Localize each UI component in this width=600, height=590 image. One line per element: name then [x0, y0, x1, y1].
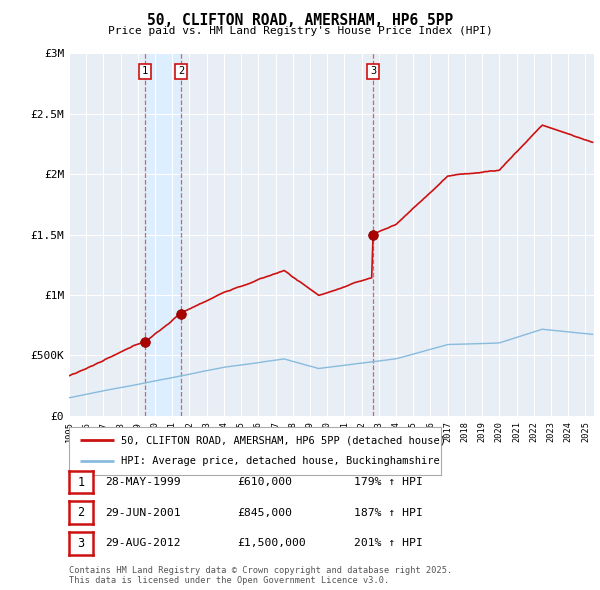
Text: 187% ↑ HPI: 187% ↑ HPI — [354, 508, 423, 517]
Text: 2: 2 — [178, 66, 184, 76]
Text: HPI: Average price, detached house, Buckinghamshire: HPI: Average price, detached house, Buck… — [121, 457, 440, 467]
Text: 3: 3 — [370, 66, 376, 76]
Text: £1,500,000: £1,500,000 — [237, 539, 306, 548]
Text: 201% ↑ HPI: 201% ↑ HPI — [354, 539, 423, 548]
Text: 179% ↑ HPI: 179% ↑ HPI — [354, 477, 423, 487]
Text: Price paid vs. HM Land Registry's House Price Index (HPI): Price paid vs. HM Land Registry's House … — [107, 26, 493, 36]
Text: 29-JUN-2001: 29-JUN-2001 — [105, 508, 181, 517]
Text: 1: 1 — [77, 476, 85, 489]
Bar — [145, 53, 181, 416]
Text: 29-AUG-2012: 29-AUG-2012 — [105, 539, 181, 548]
Text: 1: 1 — [142, 66, 148, 76]
Text: £845,000: £845,000 — [237, 508, 292, 517]
Text: Contains HM Land Registry data © Crown copyright and database right 2025.
This d: Contains HM Land Registry data © Crown c… — [69, 566, 452, 585]
Text: £610,000: £610,000 — [237, 477, 292, 487]
Text: 50, CLIFTON ROAD, AMERSHAM, HP6 5PP (detached house): 50, CLIFTON ROAD, AMERSHAM, HP6 5PP (det… — [121, 435, 446, 445]
Text: 3: 3 — [77, 537, 85, 550]
Text: 50, CLIFTON ROAD, AMERSHAM, HP6 5PP: 50, CLIFTON ROAD, AMERSHAM, HP6 5PP — [147, 13, 453, 28]
Text: 28-MAY-1999: 28-MAY-1999 — [105, 477, 181, 487]
Text: 2: 2 — [77, 506, 85, 519]
